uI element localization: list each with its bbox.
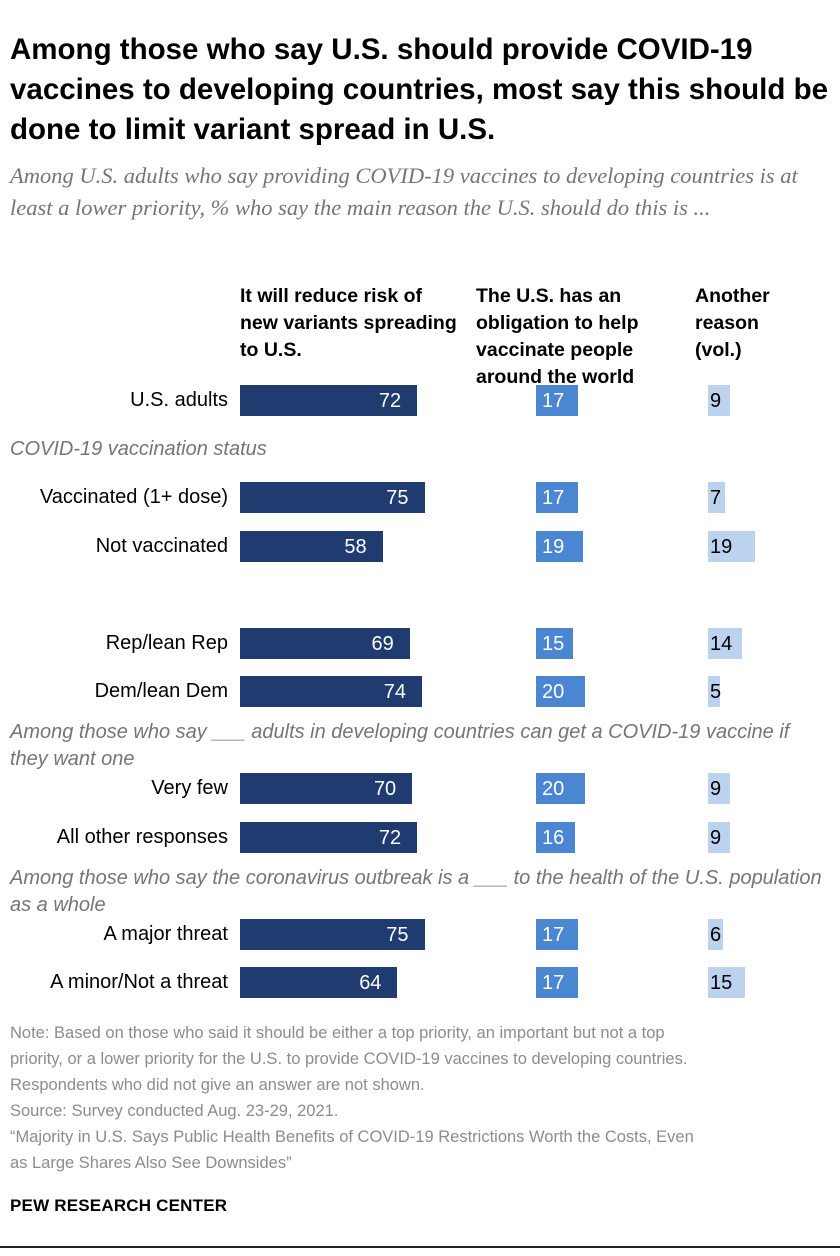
bar-variants: 75 — [240, 482, 425, 513]
data-label: 9 — [710, 389, 722, 412]
data-label: 16 — [542, 826, 565, 849]
category-label: Very few — [151, 777, 228, 799]
bar-obligation: 20 — [536, 773, 586, 804]
bottom-rule — [0, 1246, 840, 1248]
category-label: All other responses — [56, 826, 228, 848]
data-label: 9 — [710, 826, 722, 849]
bar-variants: 74 — [240, 676, 423, 707]
chart-title: Among those who say U.S. should provide … — [10, 33, 829, 146]
section-label-vaccination-status: COVID-19 vaccination status — [10, 438, 267, 460]
bar-obligation: 17 — [536, 482, 578, 513]
section-label-developing-access: Among those who say ___ adults in develo… — [10, 721, 790, 770]
bar-obligation: 17 — [536, 919, 578, 950]
data-label: 19 — [710, 535, 733, 558]
bar-another-reason: 9 — [708, 385, 731, 416]
data-label: 75 — [386, 486, 409, 509]
data-label: 75 — [386, 923, 409, 946]
column-header-another-reason: Another reason (vol.) — [695, 285, 770, 361]
data-label: 69 — [371, 632, 394, 655]
bar-obligation: 16 — [536, 822, 576, 853]
category-label: Not vaccinated — [95, 535, 228, 557]
bar-another-reason: 7 — [708, 482, 726, 513]
bar-variants: 72 — [240, 822, 418, 853]
bar-obligation: 19 — [536, 531, 583, 562]
bar-obligation: 15 — [536, 628, 573, 659]
bar-another-reason: 9 — [708, 822, 731, 853]
data-label: 17 — [542, 486, 565, 509]
data-label: 17 — [542, 971, 565, 994]
data-label: 72 — [378, 826, 402, 849]
data-label: 17 — [542, 389, 565, 412]
brand-logo-text: PEW RESEARCH CENTER — [10, 1196, 228, 1215]
bar-variants: 64 — [240, 967, 398, 998]
data-label: 5 — [710, 680, 722, 703]
column-header-obligation: The U.S. has an obligation to help vacci… — [476, 285, 639, 388]
category-label: Dem/lean Dem — [94, 680, 228, 702]
data-label: 19 — [542, 535, 565, 558]
bar-obligation: 17 — [536, 967, 578, 998]
bar-another-reason: 6 — [708, 919, 723, 950]
section-label-threat: Among those who say the coronavirus outb… — [10, 867, 822, 916]
bar-variants: 58 — [240, 531, 383, 562]
source-line: Source: Survey conducted Aug. 23-29, 202… — [10, 1102, 339, 1120]
category-label: Rep/lean Rep — [105, 632, 228, 654]
bar-another-reason: 5 — [708, 676, 722, 707]
data-label: 72 — [378, 389, 402, 412]
data-label: 64 — [359, 971, 382, 994]
data-label: 58 — [344, 535, 367, 558]
report-title-line: “Majority in U.S. Says Public Health Ben… — [10, 1128, 694, 1146]
note-line: Respondents who did not give an answer a… — [10, 1076, 425, 1094]
report-title-line: as Large Shares Also See Downsides” — [10, 1154, 292, 1172]
data-label: 20 — [542, 777, 565, 800]
bar-another-reason: 19 — [708, 531, 755, 562]
category-label: Vaccinated (1+ dose) — [39, 486, 228, 508]
category-label: A minor/Not a threat — [50, 971, 228, 993]
bar-obligation: 17 — [536, 385, 578, 416]
bar-another-reason: 9 — [708, 773, 731, 804]
note-line: priority, or a lower priority for the U.… — [10, 1050, 688, 1068]
chart-notes: Note: Based on those who said it should … — [10, 1020, 840, 1176]
data-label: 20 — [542, 680, 565, 703]
bar-variants: 70 — [240, 773, 413, 804]
bar-variants: 75 — [240, 919, 425, 950]
data-label: 70 — [373, 777, 397, 800]
data-label: 7 — [710, 486, 722, 509]
column-header-variants: It will reduce risk of new variants spre… — [240, 285, 457, 361]
data-label: 9 — [710, 777, 722, 800]
data-label: 15 — [542, 632, 565, 655]
data-label: 15 — [710, 971, 733, 994]
data-label: 14 — [710, 632, 733, 655]
data-label: 74 — [383, 680, 407, 703]
bar-variants: 72 — [240, 385, 418, 416]
bar-variants: 69 — [240, 628, 410, 659]
bar-obligation: 20 — [536, 676, 586, 707]
category-label: U.S. adults — [130, 389, 228, 411]
data-label: 6 — [710, 923, 722, 946]
chart-subtitle: Among U.S. adults who say providing COVI… — [10, 163, 798, 220]
bar-another-reason: 15 — [708, 967, 745, 998]
data-label: 17 — [542, 923, 565, 946]
category-label: A major threat — [103, 923, 228, 945]
note-line: Note: Based on those who said it should … — [10, 1024, 665, 1042]
bar-another-reason: 14 — [708, 628, 743, 659]
